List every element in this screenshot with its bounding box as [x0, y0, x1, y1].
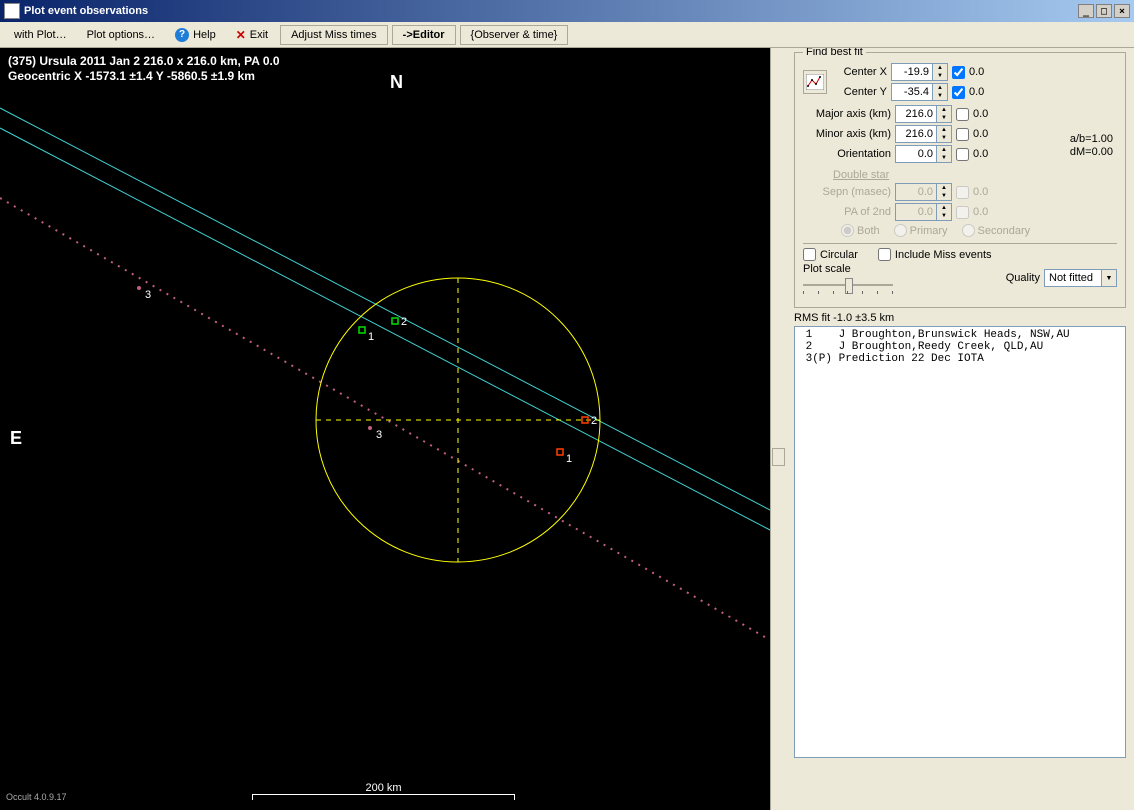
center-y-input[interactable]: ▲▼	[891, 83, 948, 101]
radio-secondary	[962, 224, 975, 237]
include-miss-label: Include Miss events	[895, 249, 992, 261]
svg-text:3: 3	[145, 289, 151, 301]
sepn-zero: 0.0	[973, 186, 988, 198]
toolbar: with Plot… Plot options… ? Help ✕ Exit A…	[0, 22, 1134, 48]
minor-zero: 0.0	[973, 128, 988, 140]
app-icon	[4, 3, 20, 19]
svg-text:1: 1	[368, 331, 374, 343]
find-best-fit-group: Find best fit a/b=1.00 dM=0.00 Center	[794, 52, 1126, 308]
center-x-lock[interactable]	[952, 66, 965, 79]
svg-text:2: 2	[401, 316, 407, 328]
version-label: Occult 4.0.9.17	[6, 792, 67, 802]
circular-checkbox[interactable]	[803, 248, 816, 261]
minor-axis-input[interactable]: ▲▼	[895, 125, 952, 143]
major-zero: 0.0	[973, 108, 988, 120]
minor-axis-label: Minor axis (km)	[803, 128, 891, 140]
svg-text:2: 2	[591, 415, 597, 427]
side-panel: Find best fit a/b=1.00 dM=0.00 Center	[786, 48, 1134, 810]
exit-icon: ✕	[236, 28, 246, 42]
rms-fit-label: RMS fit -1.0 ±3.5 km	[794, 312, 1126, 324]
pa2nd-input: ▲▼	[895, 203, 952, 221]
center-x-zero: 0.0	[969, 66, 984, 78]
sepn-input: ▲▼	[895, 183, 952, 201]
menu-help[interactable]: ? Help	[165, 26, 226, 44]
sepn-lock	[956, 186, 969, 199]
scrollbar-thumb[interactable]	[772, 448, 785, 466]
chart-icon	[806, 74, 824, 90]
scale-bar: 200 km	[252, 782, 515, 800]
double-star-label: Double star	[833, 169, 1117, 181]
minimize-button[interactable]: _	[1078, 4, 1094, 18]
include-miss-checkbox[interactable]	[878, 248, 891, 261]
editor-button[interactable]: ->Editor	[392, 25, 456, 45]
orientation-label: Orientation	[803, 148, 891, 160]
major-axis-label: Major axis (km)	[803, 108, 891, 120]
sepn-label: Sepn (masec)	[803, 186, 891, 198]
center-x-label: Center X	[831, 66, 887, 78]
center-x-input[interactable]: ▲▼	[891, 63, 948, 81]
menu-exit[interactable]: ✕ Exit	[226, 26, 278, 44]
fit-icon-button[interactable]	[803, 70, 827, 94]
minor-lock[interactable]	[956, 128, 969, 141]
scale-label: 200 km	[365, 782, 401, 794]
quality-dropdown[interactable]: Not fitted ▼	[1044, 269, 1117, 287]
main-content: (375) Ursula 2011 Jan 2 216.0 x 216.0 km…	[0, 48, 1134, 810]
plot-svg: 2 1 3 3 2 1	[0, 48, 770, 810]
titlebar: Plot event observations _ □ ×	[0, 0, 1134, 22]
close-button[interactable]: ×	[1114, 4, 1130, 18]
plot-scale-slider[interactable]	[803, 275, 893, 295]
pa2nd-label: PA of 2nd	[803, 206, 891, 218]
orientation-input[interactable]: ▲▼	[895, 145, 952, 163]
observer-list[interactable]: 1 J Broughton,Brunswick Heads, NSW,AU 2 …	[794, 326, 1126, 758]
maximize-button[interactable]: □	[1096, 4, 1112, 18]
major-lock[interactable]	[956, 108, 969, 121]
pa2nd-zero: 0.0	[973, 206, 988, 218]
adjust-miss-button[interactable]: Adjust Miss times	[280, 25, 388, 45]
window-title: Plot event observations	[24, 5, 148, 17]
major-axis-input[interactable]: ▲▼	[895, 105, 952, 123]
orientation-lock[interactable]	[956, 148, 969, 161]
menu-with-plot[interactable]: with Plot…	[4, 27, 77, 43]
star-radio-group: Both Primary Secondary	[841, 224, 1117, 237]
radio-both	[841, 224, 854, 237]
circular-label: Circular	[820, 249, 858, 261]
vertical-scrollbar[interactable]	[770, 48, 786, 810]
center-y-zero: 0.0	[969, 86, 984, 98]
orientation-zero: 0.0	[973, 148, 988, 160]
quality-label: Quality	[1006, 272, 1040, 284]
pa2nd-lock	[956, 206, 969, 219]
find-best-fit-legend: Find best fit	[803, 48, 866, 58]
menu-plot-options[interactable]: Plot options…	[77, 27, 165, 43]
plot-scale-label: Plot scale	[803, 263, 893, 275]
radio-primary	[894, 224, 907, 237]
help-icon: ?	[175, 28, 189, 42]
ab-dm-info: a/b=1.00 dM=0.00	[1070, 133, 1113, 159]
center-y-label: Center Y	[831, 86, 887, 98]
svg-text:3: 3	[376, 429, 382, 441]
svg-text:1: 1	[566, 453, 572, 465]
observer-time-button[interactable]: {Observer & time}	[460, 25, 569, 45]
center-y-lock[interactable]	[952, 86, 965, 99]
plot-area[interactable]: (375) Ursula 2011 Jan 2 216.0 x 216.0 km…	[0, 48, 770, 810]
